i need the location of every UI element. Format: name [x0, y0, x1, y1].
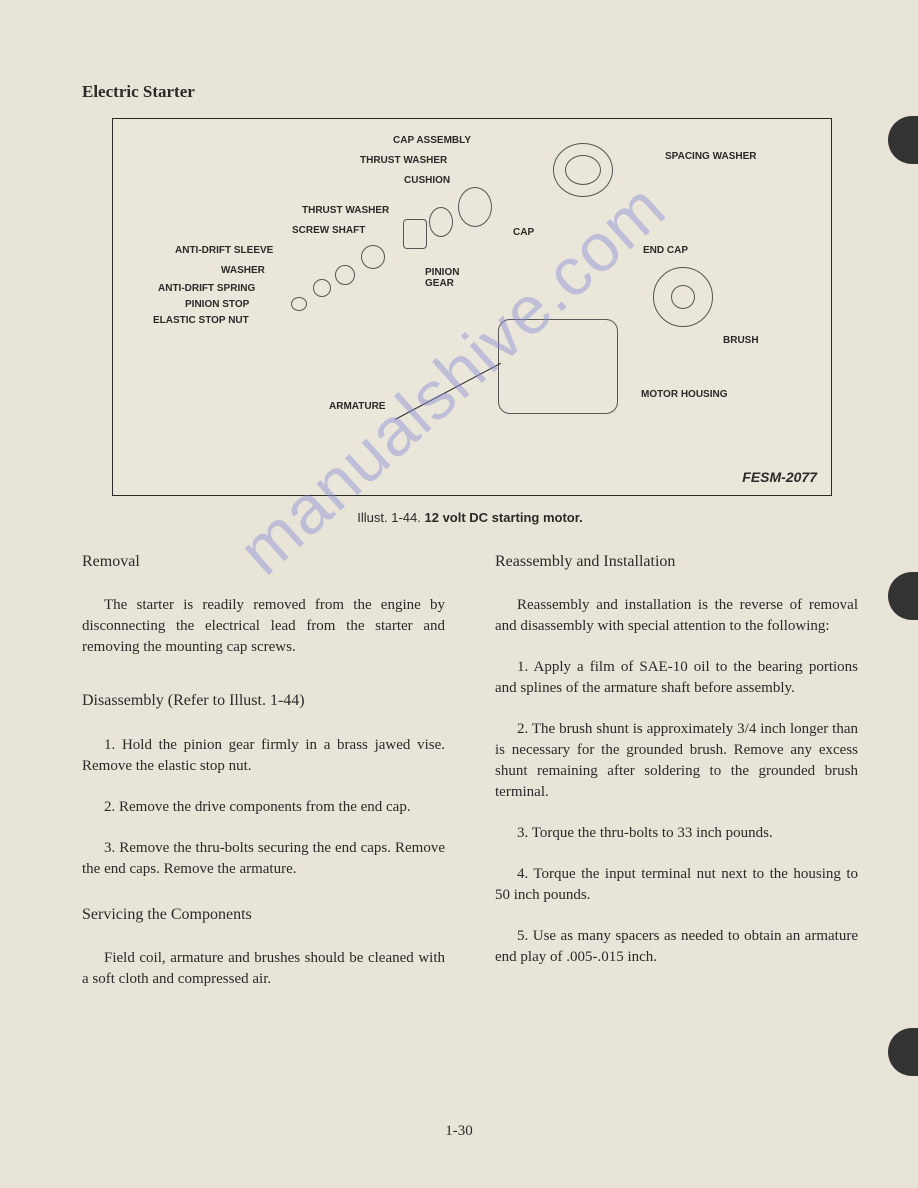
diagram-id: FESM-2077 — [742, 469, 817, 485]
heading-disassembly: Disassembly (Refer to Illust. 1-44) — [82, 690, 445, 712]
diagram-label: CAP — [513, 227, 534, 238]
para: 4. Torque the input terminal nut next to… — [495, 864, 858, 906]
binder-hole — [888, 572, 918, 620]
diagram-label: PINION GEAR — [425, 267, 459, 289]
page-number: 1-30 — [0, 1123, 918, 1140]
para: The starter is readily removed from the … — [82, 595, 445, 658]
diagram-label: BRUSH — [723, 335, 759, 346]
para: 2. The brush shunt is approximately 3/4 … — [495, 719, 858, 803]
diagram-label: WASHER — [221, 265, 265, 276]
para: 2. Remove the drive components from the … — [82, 797, 445, 818]
binder-hole — [888, 1028, 918, 1076]
binder-hole — [888, 116, 918, 164]
right-column: Reassembly and Installation Reassembly a… — [495, 543, 858, 1010]
diagram-label: ARMATURE — [329, 401, 385, 412]
heading-servicing: Servicing the Components — [82, 904, 445, 926]
heading-reassembly: Reassembly and Installation — [495, 551, 858, 573]
diagram-caption: Illust. 1-44. 12 volt DC starting motor. — [82, 510, 858, 525]
diagram-label: ANTI-DRIFT SPRING — [158, 283, 255, 294]
diagram-label: ELASTIC STOP NUT — [153, 315, 249, 326]
diagram-label: THRUST WASHER — [360, 155, 447, 166]
para: Reassembly and installation is the rever… — [495, 595, 858, 637]
para: 1. Hold the pinion gear firmly in a bras… — [82, 735, 445, 777]
diagram-label: PINION STOP — [185, 299, 249, 310]
caption-text: 12 volt DC starting motor. — [425, 510, 583, 525]
diagram-label: MOTOR HOUSING — [641, 389, 727, 400]
para: 3. Remove the thru-bolts securing the en… — [82, 838, 445, 880]
diagram-label: ANTI-DRIFT SLEEVE — [175, 245, 273, 256]
heading-removal: Removal — [82, 551, 445, 573]
diagram-label: END CAP — [643, 245, 688, 256]
left-column: Removal The starter is readily removed f… — [82, 543, 445, 1010]
content-columns: Removal The starter is readily removed f… — [82, 543, 858, 1010]
diagram-label: THRUST WASHER — [302, 205, 389, 216]
caption-prefix: Illust. 1-44. — [357, 510, 421, 525]
diagram-label: CUSHION — [404, 175, 450, 186]
diagram-label: SCREW SHAFT — [292, 225, 365, 236]
para: Field coil, armature and brushes should … — [82, 948, 445, 990]
page-title: Electric Starter — [82, 82, 858, 102]
para: 1. Apply a film of SAE-10 oil to the bea… — [495, 657, 858, 699]
para: 5. Use as many spacers as needed to obta… — [495, 926, 858, 968]
diagram-box: CAP ASSEMBLY THRUST WASHER CUSHION THRUS… — [112, 118, 832, 496]
diagram-label: SPACING WASHER — [665, 151, 757, 162]
para: 3. Torque the thru-bolts to 33 inch poun… — [495, 823, 858, 844]
diagram-label: CAP ASSEMBLY — [393, 135, 471, 146]
